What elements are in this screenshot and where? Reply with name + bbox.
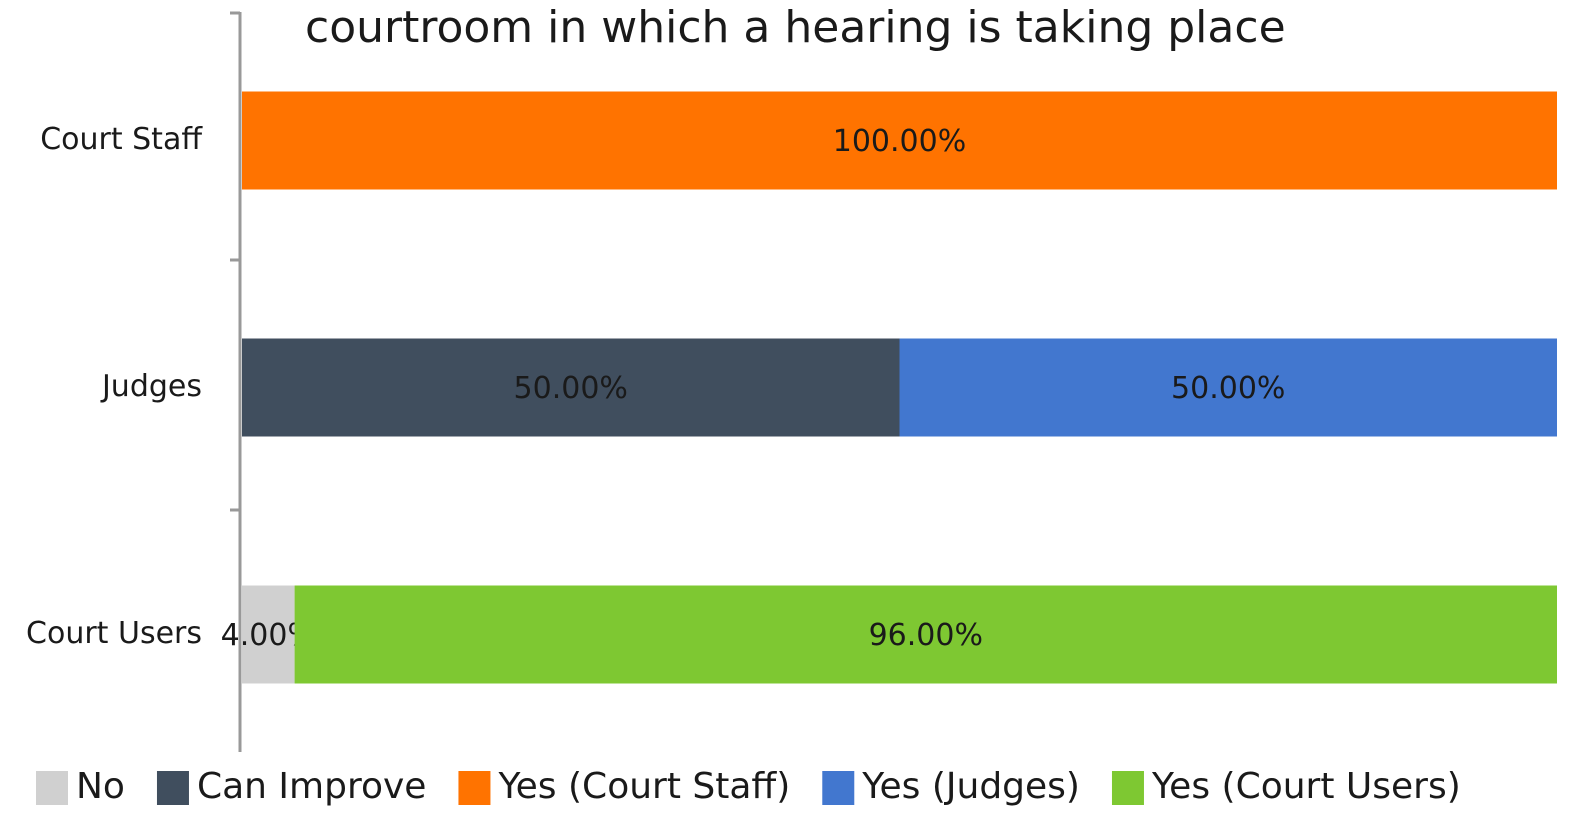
- data-label: 96.00%: [869, 618, 983, 653]
- y-tick-label: Court Staff: [40, 122, 203, 157]
- data-label: 50.00%: [1171, 371, 1285, 406]
- bar-segment: [242, 585, 295, 684]
- y-tick-label: Judges: [100, 369, 202, 404]
- bar-segment: [242, 91, 1557, 190]
- legend-swatch: [822, 771, 855, 805]
- legend-label: Yes (Court Staff): [497, 766, 790, 807]
- legend-label: Yes (Judges): [861, 766, 1080, 807]
- y-tick-label: Court Users: [26, 616, 202, 651]
- legend-label: No: [76, 766, 125, 807]
- bar-segment: [242, 338, 900, 437]
- legend-swatch: [156, 771, 189, 805]
- legend-label: Yes (Court Users): [1151, 766, 1461, 807]
- bar-segment: [294, 585, 1558, 684]
- data-label: 50.00%: [514, 371, 628, 406]
- chart-title: courtroom in which a hearing is taking p…: [305, 2, 1286, 53]
- legend-label: Can Improve: [197, 766, 426, 807]
- legend-swatch: [1111, 771, 1144, 805]
- data-label: 100.00%: [833, 124, 966, 159]
- legend-swatch: [458, 771, 491, 805]
- bar-segment: [899, 338, 1557, 437]
- legend-swatch: [36, 771, 68, 805]
